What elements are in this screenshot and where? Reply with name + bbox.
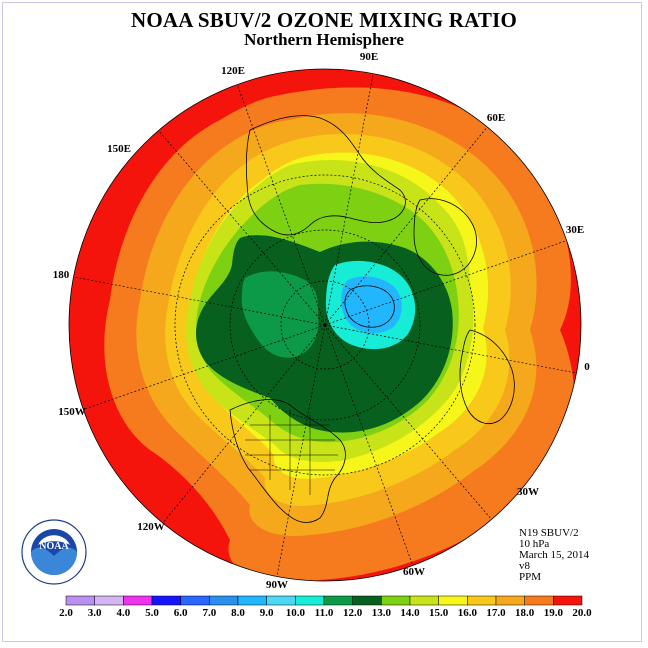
colorbar-tick-label: 10.0 [285,607,305,619]
colorbar-swatch [266,595,296,606]
colorbar-tick-label: 12.0 [343,607,363,619]
colorbar-swatch [495,595,525,606]
meridian-90e [324,74,374,326]
info-units: PPM [519,571,542,583]
meridian-120w [161,324,326,525]
colorbar-swatch [123,595,153,606]
colorbar-swatch [65,595,95,606]
lon-label-180: 180 [53,269,70,281]
info-date: March 15, 2014 [519,549,589,561]
colorbar-tick-label: 5.0 [145,607,159,619]
lon-label-150w: 150W [58,406,86,418]
lon-label-90w: 90W [266,579,288,591]
colorbar-swatch [180,595,210,606]
colorbar-swatch [438,595,468,606]
latitude-circle [229,229,421,421]
colorbar-swatch [352,595,382,606]
colorbar-swatch [553,595,583,606]
info-instrument: N19 SBUV/2 [519,527,579,539]
meridian-180 [73,276,326,326]
colorbar-tick-label: 6.0 [173,607,188,619]
logo-bird [38,535,70,545]
colorbar-tick-label: 3.0 [87,607,102,619]
figure-subtitle: Northern Hemisphere [244,30,404,49]
logo-wave [31,547,77,575]
africa-coast [459,329,515,424]
lon-label-0: 0 [584,361,590,373]
colorbar-swatch [524,595,554,606]
logo-text: NOAA [39,541,69,552]
meridian-30e [324,238,572,326]
asia-coast [245,115,406,236]
lon-label-120e: 120E [221,65,245,77]
colorbar-tick-label: 17.0 [486,607,506,619]
colorbar-swatch [151,595,181,606]
graticule [73,74,577,577]
latitude-circle [280,280,370,370]
colorbar-swatch [237,595,267,606]
figure-frame [2,2,642,642]
colorbar-tick-label: 8.0 [231,607,245,619]
colorbar [65,595,583,606]
meridian-0 [324,324,577,374]
colorbar-swatch [381,595,411,606]
lon-label-30w: 30W [517,486,539,498]
noaa-logo: NOAA [21,519,87,585]
colorbar-tick-label: 7.0 [202,607,217,619]
colorbar-tick-label: 9.0 [259,607,274,619]
lon-label-90e: 90E [360,51,378,63]
meridian-150e [157,129,326,326]
info-pressure-level: 10 hPa [519,538,550,550]
meridian-60e [324,125,489,326]
colorbar-tick-label: 11.0 [314,607,334,619]
colorbar-swatch [409,595,439,606]
meridian-90w [276,324,326,577]
meridian-120e [236,83,326,326]
meridian-30w [324,324,493,521]
colorbar-tick-label: 14.0 [400,607,420,619]
meridian-150w [78,324,326,412]
longitude-labels: 90E 60E 30E 0 120E 150E 180 150W 120W 90… [53,51,591,591]
contour-8-9 [341,276,402,334]
info-version: v8 [519,560,530,572]
colorbar-tick-label: 15.0 [429,607,449,619]
colorbar-tick-label: 4.0 [116,607,131,619]
colorbar-swatch [295,595,325,606]
meridian-60w [324,324,414,567]
colorbar-swatch [209,595,239,606]
figure-title: NOAA SBUV/2 OZONE MIXING RATIO [131,8,517,32]
colorbar-tick-label: 2.0 [59,607,73,619]
contour-10-11 [241,271,319,358]
colorbar-tick-label: 13.0 [371,607,391,619]
europe-coast [413,198,477,276]
colorbar-swatch [467,595,497,606]
greenland-coast [344,285,395,328]
colorbar-tick-label: 16.0 [457,607,477,619]
coastlines [229,115,515,523]
us-state-borders [245,410,338,495]
lon-label-60e: 60E [487,112,505,124]
lon-label-120w: 120W [137,521,165,533]
colorbar-tick-label: 18.0 [515,607,535,619]
lon-label-150e: 150E [107,143,131,155]
colorbar-tick-label: 20.0 [572,607,592,619]
colorbar-swatch [323,595,353,606]
latitude-circle [174,174,476,476]
colorbar-tick-label: 19.0 [543,607,563,619]
north-america-coast [229,399,346,523]
lon-label-60w: 60W [403,566,425,578]
globe-outline [68,68,582,582]
colorbar-swatch [94,595,124,606]
lon-label-30e: 30E [566,224,584,236]
